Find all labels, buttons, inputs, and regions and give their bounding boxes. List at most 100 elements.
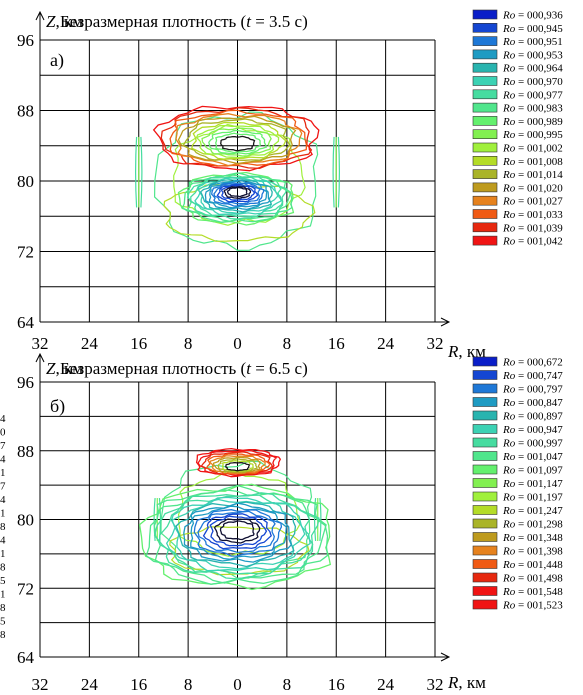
legend-label: Ro = 000,995 [502,129,563,141]
legend-swatch [472,370,498,380]
legend-swatch [472,464,498,475]
legend-swatch [472,235,498,246]
y-axis-arrow [35,10,45,322]
legend-swatch [472,36,498,46]
contour-line [173,123,306,226]
contour-line [220,135,256,152]
contour-line [190,505,287,560]
legend-label: Ro = 001,097 [502,465,563,477]
margin-number: 1 [0,508,6,520]
legend-swatch [472,451,498,461]
margin-number: 5 [0,616,6,628]
contour-line [209,455,266,475]
legend-label: Ro = 000,970 [502,76,563,88]
x-tick-label: 0 [233,675,242,694]
margin-number: 7 [0,481,6,493]
legend-swatch [472,545,498,556]
y-axis-arrow [35,352,45,657]
legend-label: Ro = 001,014 [502,169,563,181]
y-tick-label: 64 [17,313,35,332]
legend-label: Ro = 001,047 [502,451,563,463]
margin-number: 4 [0,494,6,506]
contour-line [211,182,265,207]
margin-number: 8 [0,521,6,533]
panel-label: б) [50,396,65,417]
legend-label: Ro = 000,951 [502,36,563,48]
margin-number: 8 [0,562,6,574]
contour-line [208,129,268,155]
margin-number: 1 [0,589,6,601]
y-tick-label: 80 [17,172,34,191]
margin-number: 7 [0,440,6,452]
legend-label: Ro = 001,147 [502,478,563,490]
contour-line [337,136,340,208]
y-tick-label: 88 [17,442,34,461]
legend-label: Ro = 000,897 [502,411,563,423]
x-tick-label: 16 [328,334,345,353]
y-tick-label: 80 [17,511,34,530]
contour-line [225,461,251,472]
legend-label: Ro = 001,298 [502,519,563,531]
legend-swatch [472,62,498,73]
legend-label: Ro = 000,947 [502,424,563,436]
legend-label: Ro = 001,002 [502,143,563,155]
x-tick-label: 24 [377,334,395,353]
contour-line [175,501,297,568]
contour-line [201,127,272,157]
legend-label: Ro = 001,008 [502,156,563,168]
legend-label: Ro = 000,797 [502,384,563,396]
legend-label: Ro = 000,989 [502,116,563,128]
legend-swatch [472,599,498,610]
legend-swatch [472,410,498,421]
contour-line [313,497,317,542]
legend-label: Ro = 000,964 [502,63,563,75]
legend-swatch [472,89,498,100]
legend-label: Ro = 000,847 [502,397,563,409]
legend-swatch [472,518,498,529]
legend-label: Ro = 000,983 [502,103,563,115]
margin-number: 4 [0,535,6,547]
legend-swatch [472,505,498,515]
legend-label: Ro = 000,936 [502,10,563,22]
y-axis-label: Z, км [46,12,83,31]
x-axis-label: R, км [447,342,486,361]
x-tick-label: 8 [283,675,292,694]
chart-title: Безразмерная плотность (t = 3.5 с) [60,12,308,31]
legend-swatch [472,478,498,488]
contour-line [183,502,293,563]
legend-swatch [472,222,498,233]
legend-swatch [472,76,498,86]
x-tick-label: 0 [233,334,242,353]
contour-line [153,497,156,542]
legend-label: Ro = 001,033 [502,209,563,221]
margin-number: 1 [0,548,6,560]
margin-number: 4 [0,413,6,425]
contour-line [319,497,322,542]
legend-swatch [472,437,498,448]
contour-line [199,179,273,213]
x-tick-label: 16 [328,675,345,694]
margin-number: 0 [0,427,6,439]
legend-swatch [472,209,498,219]
legend-label: Ro = 001,398 [502,546,563,558]
x-tick-label: 8 [184,334,193,353]
legend-swatch [472,129,498,139]
legend-swatch [472,572,498,583]
contour-line [193,509,283,557]
legend-swatch [472,532,498,542]
legend-swatch [472,9,498,20]
x-axis-arrow [40,317,451,327]
chart-title: Безразмерная плотность (t = 6.5 с) [60,359,308,378]
margin-number: 4 [0,454,6,466]
contour-line [208,180,268,209]
legend-swatch [472,116,498,126]
legend-swatch [472,49,498,60]
contour-line [195,124,280,159]
contour-line [152,105,320,172]
legend-label: Ro = 001,523 [502,600,563,612]
contour-line [213,182,261,205]
